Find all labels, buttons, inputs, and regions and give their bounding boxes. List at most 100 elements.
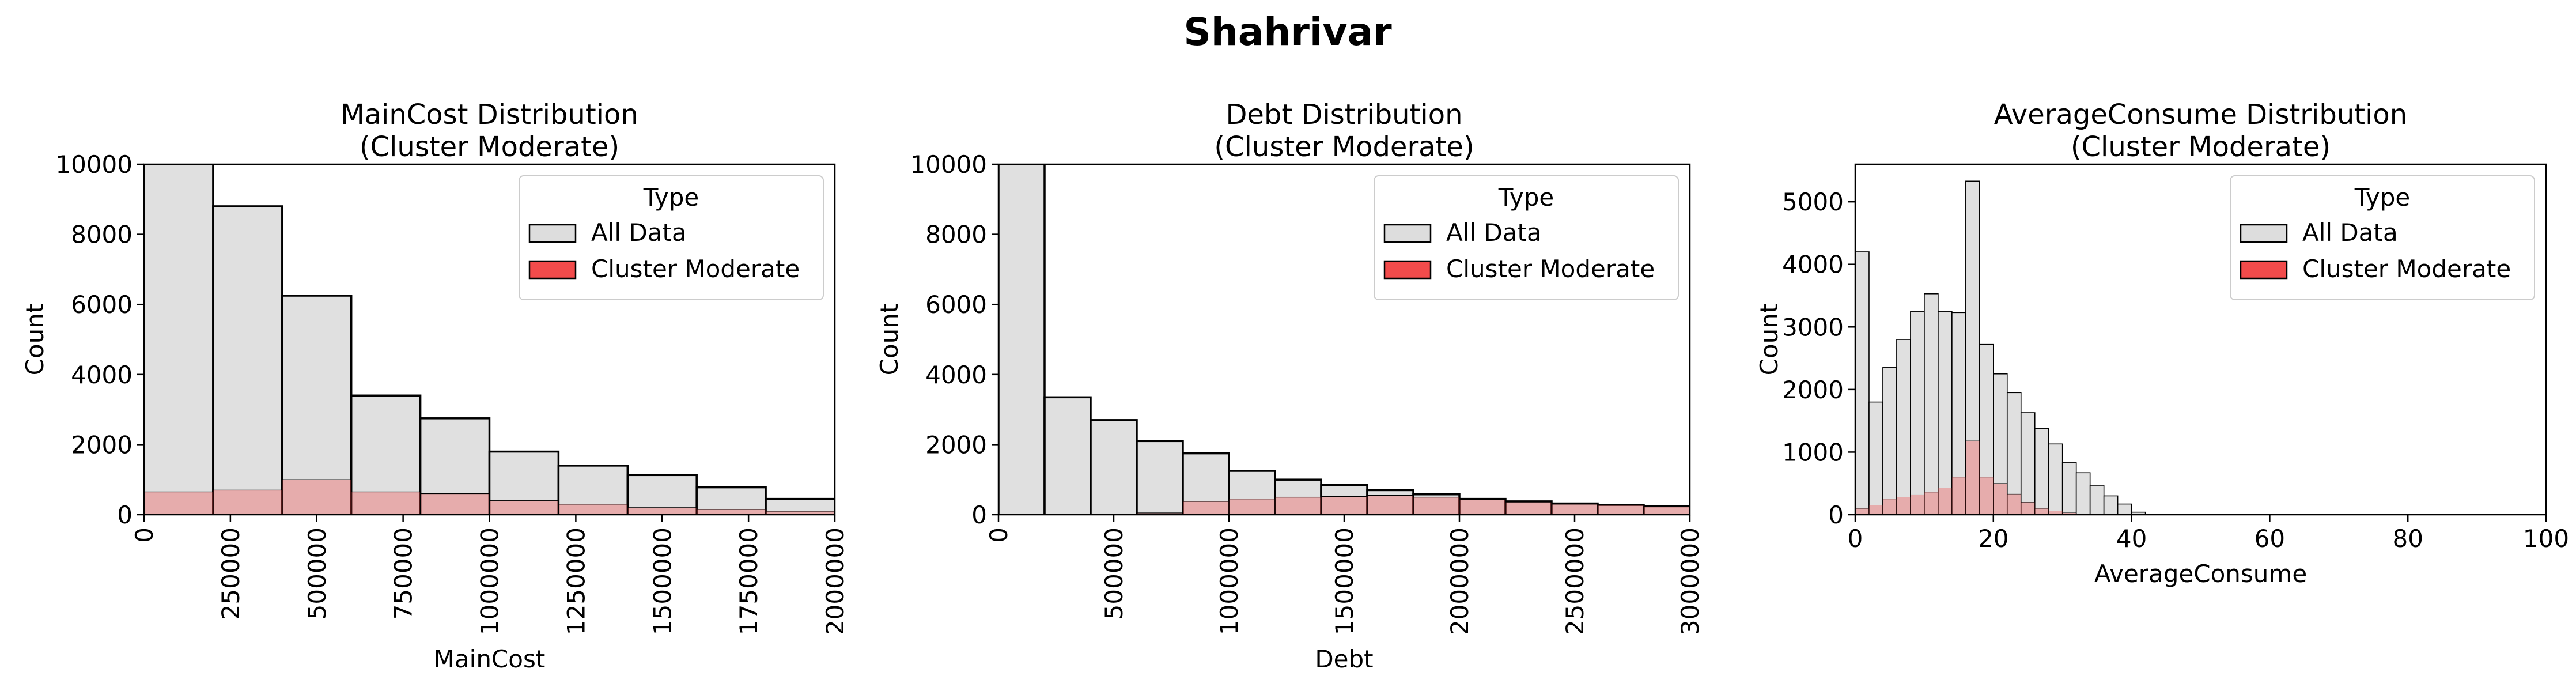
histogram-bar [419,417,491,515]
histogram-bar [627,507,697,515]
chart-panels: MainCost Distribution (Cluster Moderate)0… [21,99,2569,673]
histogram-bar [212,205,283,515]
x-tick-label: 2000000 [821,527,849,635]
y-tick-label: 2000 [1782,376,1844,404]
bars [998,164,1690,515]
legend-swatch [528,260,577,280]
legend-swatch [2240,224,2288,243]
series-cluster-moderate [1855,440,2104,515]
histogram-bar [1043,396,1092,515]
y-tick-label: 10000 [910,150,987,179]
y-tick-label: 6000 [71,290,133,319]
histogram-bar [1855,251,1870,515]
y-axis-label: Count [875,304,903,376]
histogram-bar [626,474,698,515]
y-axis-label: Count [1755,304,1783,376]
y-tick-label: 2000 [925,431,987,459]
y-tick-label: 4000 [925,361,987,389]
histogram-bar [1993,483,2008,515]
legend-label: Cluster Moderate [591,255,800,283]
histogram-bar [144,164,214,515]
legend: Type All Data Cluster Moderate [1374,175,1679,300]
histogram-bar [1965,440,1980,515]
legend-box [2230,175,2535,300]
histogram-bar [1882,499,1897,515]
chart-panel-3: AverageConsume Distribution (Cluster Mode… [1755,99,2569,588]
x-tick-label: 3000000 [1676,527,1704,635]
histogram-bar [419,493,490,515]
axes-frame [1854,163,2547,516]
bars [1855,180,2174,515]
chart-title-line: MainCost Distribution [341,99,638,131]
x-tick-label: 60 [2255,524,2285,553]
y-tick-label: 8000 [71,221,133,249]
chart-title-line: AverageConsume Distribution [1994,99,2407,131]
y-tick-label: 1000 [1782,438,1844,466]
x-tick-label: 20 [1978,524,2008,553]
y-tick-label: 0 [971,501,987,529]
histogram-bar [489,500,559,515]
histogram-bar [144,491,214,515]
histogram-bar [1274,496,1322,515]
legend: Type All Data Cluster Moderate [519,175,824,300]
y-tick-label: 10000 [55,150,133,179]
x-tick-label: 1750000 [735,527,763,635]
histogram-bar [1855,508,1870,515]
histogram-bar [1551,504,1598,515]
x-tick-label: 80 [2392,524,2423,553]
x-axis-label: AverageConsume [2094,560,2307,588]
histogram-bar [1459,499,1506,515]
x-tick-label: 250000 [217,527,245,620]
histogram-bar [2034,428,2049,515]
chart-panel-1: MainCost Distribution (Cluster Moderate) 0… [21,99,849,673]
x-tick-label: 1500000 [1330,527,1359,635]
histogram-bar [2117,503,2132,515]
histogram-bar [350,394,422,515]
histogram-bar [998,164,1046,515]
x-tick-label: 2000000 [1446,527,1474,635]
x-tick-label: 0 [130,527,158,543]
x-tick-label: 500000 [1100,527,1128,620]
histogram-bar [1458,497,1507,515]
chart-title: MainCost Distribution (Cluster Moderate) [341,99,638,163]
legend-box [1374,175,1679,300]
legend-swatch [1383,260,1432,280]
y-tick-label: 2000 [71,431,133,459]
histogram-bar [213,489,283,515]
histogram-bar [1938,311,1953,515]
histogram-bar [282,479,352,515]
histogram-bar [2007,493,2022,515]
histogram-bar [1090,419,1138,515]
histogram-bar [1924,492,1939,515]
y-tick-label: 8000 [925,221,987,249]
series-all-data [1855,180,2174,515]
histogram-bar [1228,499,1276,515]
x-axis-label: MainCost [434,645,546,673]
legend-label: All Data [591,218,687,247]
histogram-bar [1951,477,1966,515]
y-tick-label: 0 [117,501,133,529]
x-axis-label: Debt [1315,645,1373,673]
histogram-bar [1597,504,1644,515]
chart-title-line: (Cluster Moderate) [1214,131,1474,163]
legend-label: All Data [2302,218,2398,247]
histogram-bar [1896,497,1911,515]
histogram-bar [2020,412,2036,515]
histogram-bar [558,504,628,515]
histogram-bar [1182,501,1230,515]
legend-title: Type [1498,183,1554,212]
x-tick-label: 1000000 [476,527,504,635]
x-tick-label: 1000000 [1215,527,1243,635]
bars [144,164,835,515]
legend: Type All Data Cluster Moderate [2230,175,2535,300]
histogram-bar [1910,494,1925,515]
legend-label: Cluster Moderate [2302,255,2511,283]
histogram-bar [1868,505,1883,515]
series-cluster-moderate [1136,495,1690,515]
histogram-bar [1882,367,1897,515]
histogram-bar [1643,506,1690,515]
histogram-bar [1413,496,1460,515]
chart-title-line: (Cluster Moderate) [360,131,619,163]
legend-swatch [1383,224,1432,243]
y-tick-label: 4000 [1782,251,1844,279]
